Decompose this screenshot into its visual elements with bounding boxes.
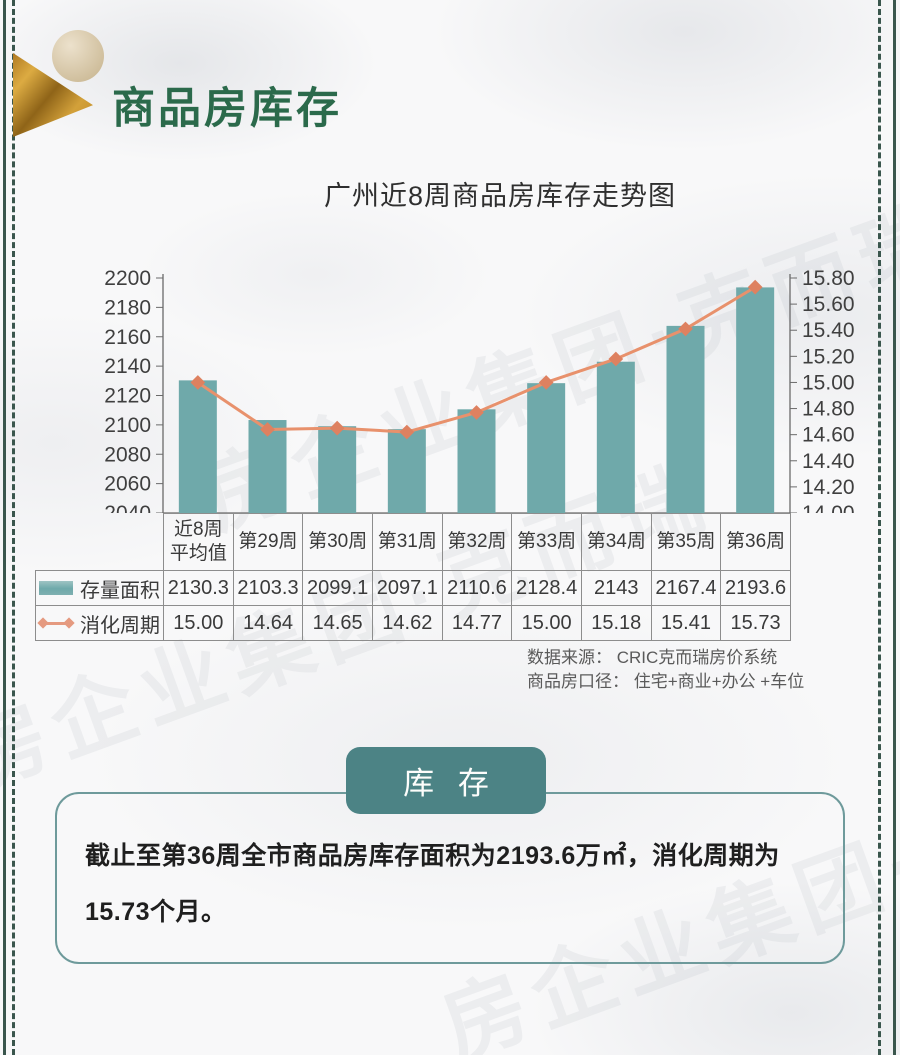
left-axis-label: 2040 bbox=[104, 502, 151, 513]
beige-circle-icon bbox=[52, 30, 104, 82]
value-cell: 2103.3 bbox=[232, 570, 304, 606]
value-cell: 2110.6 bbox=[441, 570, 513, 606]
inventory-banner: 库 存 bbox=[346, 747, 546, 814]
value-cell: 2167.4 bbox=[650, 570, 722, 606]
category-header: 第33周 bbox=[511, 513, 582, 571]
left-axis-label: 2080 bbox=[104, 443, 151, 466]
bar-第34周 bbox=[596, 361, 635, 513]
right-axis-label: 15.00 bbox=[802, 371, 855, 394]
combo-chart: 2040 2060 2080 2100 2120 2140 2160 2180 2200 14.0… bbox=[35, 260, 865, 525]
value-cell: 2143 bbox=[580, 570, 652, 606]
bar-第36周 bbox=[736, 287, 775, 513]
category-header: 近8周平均值 bbox=[163, 513, 234, 571]
legend-cell: 消化周期 bbox=[35, 605, 164, 641]
source-line: 数据来源： CRIC克而瑞房价系统 bbox=[527, 648, 778, 667]
chart-data-table: 近8周平均值 第29周 第30周 第31周 第32周 第33周 第34周 第35周 第36周存量… bbox=[35, 513, 791, 641]
bar-第33周 bbox=[527, 383, 566, 513]
table-corner-blank bbox=[36, 514, 164, 571]
right-axis-label: 14.80 bbox=[802, 398, 855, 421]
line-marker-第36周 bbox=[747, 279, 763, 295]
value-cell: 15.41 bbox=[650, 605, 722, 641]
value-cell: 2099.1 bbox=[302, 570, 373, 606]
bar-第32周 bbox=[457, 409, 496, 513]
value-cell: 14.77 bbox=[441, 605, 513, 641]
legend-label: 存量面积 bbox=[80, 579, 160, 602]
line-segment bbox=[44, 621, 68, 625]
right-dashed-border bbox=[878, 0, 881, 1055]
right-axis-label: 14.60 bbox=[802, 424, 855, 447]
section-title: 商品房库存 bbox=[112, 85, 342, 133]
line-marker-第29周 bbox=[260, 422, 275, 437]
value-cell: 14.65 bbox=[302, 605, 373, 641]
left-axis-label: 2120 bbox=[104, 385, 151, 408]
right-axis-label: 15.40 bbox=[802, 319, 855, 342]
line-marker-第35周 bbox=[678, 321, 693, 337]
bar-legend-swatch-icon bbox=[39, 581, 73, 595]
right-axis-label: 15.20 bbox=[802, 345, 855, 368]
legend-inner: 消化周期 bbox=[37, 609, 162, 638]
summary-text: 截止至第36周全市商品房库存面积为2193.6万㎡，消化周期为15.73个月。 bbox=[85, 842, 780, 926]
right-axis-label: 14.40 bbox=[802, 450, 855, 473]
left-axis-label: 2180 bbox=[104, 296, 151, 319]
value-cell: 2130.3 bbox=[163, 570, 234, 606]
right-solid-border bbox=[893, 0, 896, 1055]
legend-label: 消化周期 bbox=[80, 614, 160, 637]
legend-cell: 存量面积 bbox=[35, 570, 164, 606]
value-cell: 15.00 bbox=[511, 605, 582, 641]
left-dashed-border bbox=[12, 0, 15, 1055]
line-marker-第34周 bbox=[608, 351, 624, 367]
value-cell: 2128.4 bbox=[511, 570, 582, 606]
left-axis-label: 2160 bbox=[104, 326, 151, 349]
chart-canvas: 2040 2060 2080 2100 2120 2140 2160 2180 2200 14.0… bbox=[104, 267, 855, 525]
bar-第35周 bbox=[666, 325, 705, 513]
right-axis-label: 14.20 bbox=[802, 476, 855, 499]
line-marker-第32周 bbox=[469, 405, 484, 420]
value-cell: 14.64 bbox=[232, 605, 304, 641]
legend-inner: 存量面积 bbox=[37, 574, 162, 603]
diamond-icon bbox=[37, 617, 49, 629]
right-axis-label: 15.80 bbox=[802, 267, 855, 290]
left-axis-label: 2140 bbox=[104, 355, 151, 378]
left-solid-border bbox=[3, 0, 6, 1055]
value-cell: 2097.1 bbox=[371, 570, 443, 606]
category-header: 第29周 bbox=[232, 513, 304, 571]
category-header: 第32周 bbox=[441, 513, 513, 571]
left-axis-label: 2200 bbox=[104, 267, 151, 290]
category-header: 第34周 bbox=[580, 513, 652, 571]
left-axis-label: 2060 bbox=[104, 473, 151, 496]
bar-近8周平均值 bbox=[178, 380, 217, 513]
right-axis-label: 14.00 bbox=[802, 502, 855, 513]
category-header: 第31周 bbox=[371, 513, 443, 571]
left-axis-label: 2100 bbox=[104, 414, 151, 437]
bar-第31周 bbox=[387, 429, 426, 513]
value-cell: 15.73 bbox=[720, 605, 791, 641]
data-source-note: 数据来源： CRIC克而瑞房价系统 商品房口径： 住宅+商业+办公 +车位 bbox=[527, 646, 804, 694]
category-header: 第35周 bbox=[650, 513, 722, 571]
diamond-icon bbox=[63, 617, 75, 629]
value-cell: 14.62 bbox=[371, 605, 443, 641]
category-header: 第30周 bbox=[302, 513, 373, 571]
value-cell: 15.00 bbox=[163, 605, 234, 641]
bar-第30周 bbox=[318, 426, 357, 513]
right-axis-label: 15.60 bbox=[802, 293, 855, 316]
line-marker-第30周 bbox=[329, 420, 345, 436]
value-cell: 15.18 bbox=[580, 605, 652, 641]
line-legend-swatch-icon bbox=[37, 617, 75, 629]
category-header: 第36周 bbox=[720, 513, 791, 571]
value-cell: 2193.6 bbox=[720, 570, 791, 606]
chart-title: 广州近8周商品房库存走势图 bbox=[323, 181, 676, 211]
source-line: 商品房口径： 住宅+商业+办公 +车位 bbox=[527, 671, 805, 691]
line-marker-第31周 bbox=[399, 424, 415, 440]
